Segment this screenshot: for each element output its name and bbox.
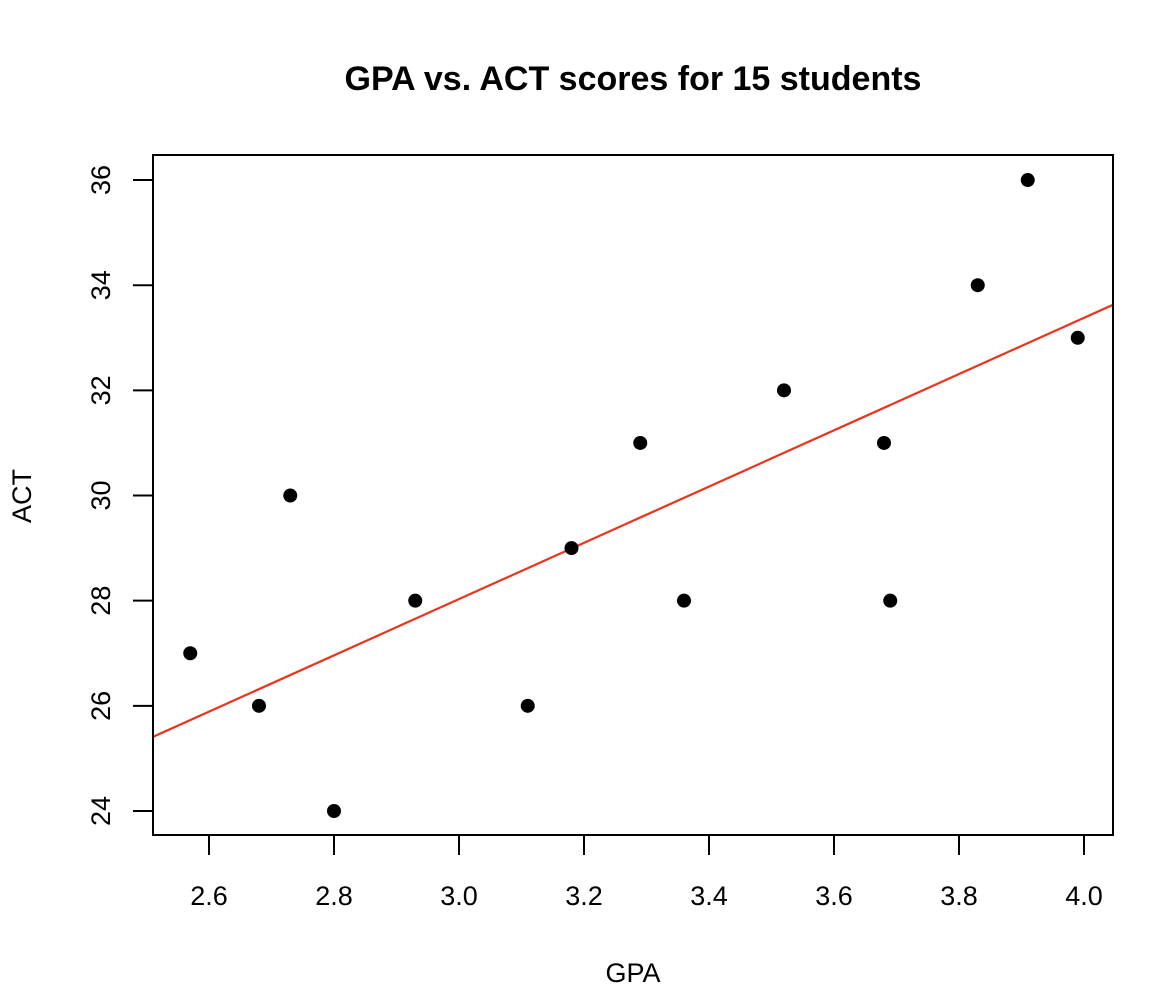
data-point	[520, 698, 535, 713]
regression-line-path	[153, 303, 1113, 738]
data-point	[677, 593, 691, 608]
x-tick-label: 3.4	[690, 881, 728, 911]
y-tick-label: 32	[86, 375, 116, 405]
x-tick-label: 4.0	[1065, 881, 1103, 911]
x-tick-label: 3.6	[815, 881, 853, 911]
y-tick-label: 24	[86, 796, 116, 826]
data-point	[777, 383, 791, 398]
data-point	[1070, 330, 1085, 345]
y-tick-label: 36	[86, 165, 116, 195]
y-tick-label: 34	[86, 270, 116, 300]
x-axis: 2.6 2.8 3.0 3.2 3.4 3.6 3.8 4.0	[190, 835, 1103, 911]
data-point	[252, 698, 266, 713]
y-tick-label: 26	[86, 691, 116, 721]
data-point	[883, 593, 898, 608]
y-axis: 24 26 28 30 32 34 36	[86, 165, 153, 826]
data-point	[564, 541, 579, 556]
x-tick-label: 2.8	[315, 881, 353, 911]
data-point	[283, 488, 298, 503]
y-tick-label: 28	[86, 586, 116, 616]
data-point	[633, 435, 648, 450]
data-point	[1020, 173, 1035, 188]
y-axis-label: ACT	[7, 469, 37, 523]
y-tick-label: 30	[86, 480, 116, 510]
data-points	[183, 173, 1085, 818]
data-point	[970, 278, 985, 293]
data-point	[408, 593, 423, 608]
data-point	[877, 435, 891, 450]
x-tick-label: 3.8	[940, 881, 978, 911]
chart-title: GPA vs. ACT scores for 15 students	[345, 60, 922, 98]
x-tick-label: 3.0	[440, 881, 478, 911]
regression-line	[153, 303, 1113, 738]
data-point	[183, 646, 198, 661]
data-point	[327, 804, 341, 818]
x-axis-label: GPA	[605, 958, 660, 988]
x-tick-label: 2.6	[190, 881, 228, 911]
x-tick-label: 3.2	[565, 881, 603, 911]
